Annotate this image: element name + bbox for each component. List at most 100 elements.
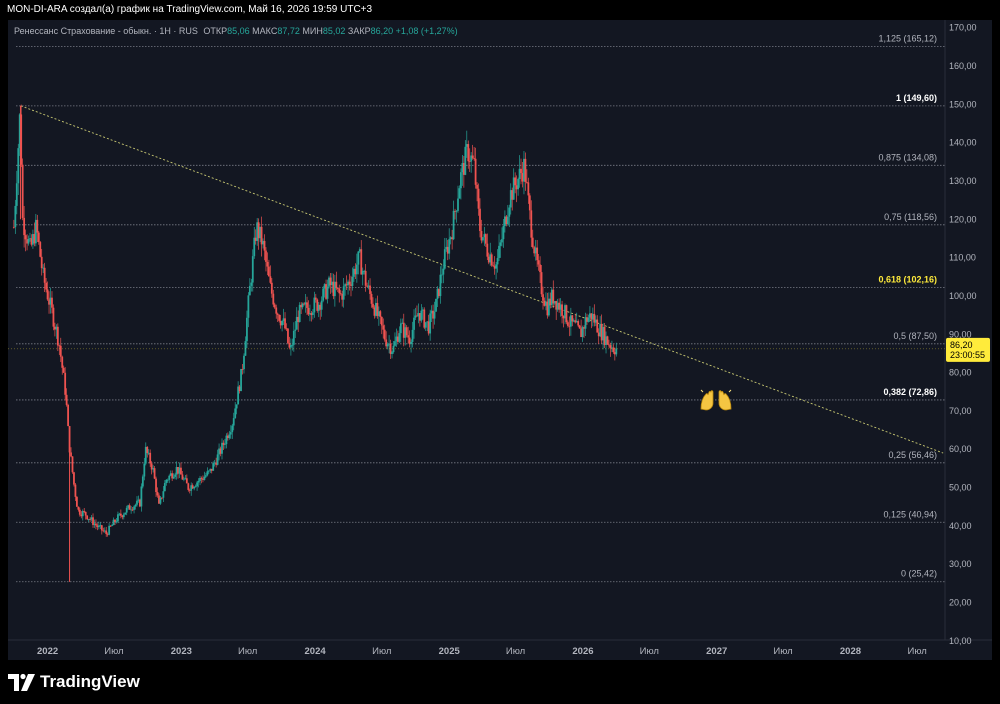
candle-body xyxy=(495,264,498,269)
candle-body xyxy=(150,463,153,470)
candle-body xyxy=(46,289,49,300)
legend-separator: · xyxy=(170,26,179,36)
candle-body xyxy=(395,336,398,342)
candle-body xyxy=(556,302,559,310)
candle-body xyxy=(546,301,549,316)
candle-body xyxy=(74,484,77,497)
candle-body xyxy=(64,372,67,395)
candle-body xyxy=(609,345,612,349)
candle-body xyxy=(350,284,352,286)
candle-body xyxy=(385,339,388,347)
candle-body xyxy=(442,268,445,275)
candle-body xyxy=(137,499,140,501)
footer-bar xyxy=(0,660,1000,704)
candle-body xyxy=(196,482,198,487)
candle-body xyxy=(464,146,467,175)
tradingview-logo[interactable]: TradingView xyxy=(8,671,140,693)
candle-body xyxy=(163,483,166,492)
candle-body xyxy=(314,297,317,300)
candle-body xyxy=(181,474,184,480)
candle-body xyxy=(339,293,342,295)
candle-body xyxy=(396,336,399,342)
y-tick-label: 170,00 xyxy=(949,23,977,33)
candle-body xyxy=(377,311,380,316)
candle-body xyxy=(467,144,470,162)
candle-body xyxy=(342,286,345,300)
candle-body xyxy=(152,468,155,470)
candle-body xyxy=(68,426,71,453)
candle-body xyxy=(288,342,291,348)
y-tick-label: 50,00 xyxy=(949,483,972,493)
candle-body xyxy=(247,295,250,318)
candle-body xyxy=(372,303,374,308)
candle-body xyxy=(222,442,225,445)
chart-area[interactable] xyxy=(8,20,992,660)
candle-body xyxy=(43,267,46,283)
legend-open-value: 85,06 xyxy=(227,26,250,36)
candle-body xyxy=(58,345,61,347)
candle-body xyxy=(506,216,509,225)
candle-body xyxy=(341,294,344,300)
candle-body xyxy=(382,325,385,330)
candle-body xyxy=(473,158,476,159)
fib-level-label: 0,125 (40,94) xyxy=(883,509,937,519)
candle-body xyxy=(605,336,607,345)
candle-body xyxy=(411,329,414,342)
fib-level-label: 0,875 (134,08) xyxy=(878,152,937,162)
candle-body xyxy=(392,345,395,353)
candle-body xyxy=(502,225,505,240)
candle-body xyxy=(62,367,65,373)
candle-body xyxy=(410,341,412,345)
candle-body xyxy=(477,188,480,209)
price-tag-value: 86,20 xyxy=(950,340,973,350)
x-tick-label: 2025 xyxy=(439,646,461,657)
candle-body xyxy=(596,319,599,333)
candle-body xyxy=(496,258,499,265)
candle-body xyxy=(65,394,68,405)
candle-body xyxy=(278,314,281,321)
candle-body xyxy=(251,256,254,283)
tradingview-brand-name: TradingView xyxy=(40,672,140,691)
candle-body xyxy=(136,500,138,505)
candle-body xyxy=(54,326,56,330)
candle-body xyxy=(483,234,486,238)
candle-body xyxy=(177,467,179,474)
candle-body xyxy=(379,311,382,317)
candle-body xyxy=(549,298,552,305)
candle-body xyxy=(168,475,171,480)
candle-body xyxy=(225,435,228,445)
candle-body xyxy=(405,327,408,336)
candle-body xyxy=(92,517,94,525)
legend-symbol: Ренессанс Страхование - обыкн. xyxy=(14,26,152,36)
candle-body xyxy=(262,240,264,245)
candle-body xyxy=(193,487,196,489)
candle-body xyxy=(87,518,90,520)
candle-body xyxy=(360,249,363,275)
candle-body xyxy=(83,510,86,512)
candle-body xyxy=(555,301,558,310)
candle-body xyxy=(213,462,216,464)
candle-body xyxy=(357,251,360,265)
candle-body xyxy=(354,268,357,275)
candle-body xyxy=(435,298,437,312)
x-tick-label: Июл xyxy=(908,646,927,657)
candle-body xyxy=(49,297,52,305)
candle-body xyxy=(125,507,128,513)
candle-body xyxy=(71,456,74,473)
candle-body xyxy=(202,478,204,480)
candle-body xyxy=(594,319,597,323)
candle-body xyxy=(111,525,113,527)
candle-body xyxy=(590,313,593,320)
candle-body xyxy=(358,249,361,252)
candle-body xyxy=(429,313,432,334)
legend-close-value: 86,20 xyxy=(370,26,394,36)
y-tick-label: 100,00 xyxy=(949,291,977,301)
candle-body xyxy=(326,286,329,299)
candle-body xyxy=(423,309,426,328)
candle-body xyxy=(40,256,43,269)
y-tick-label: 110,00 xyxy=(949,253,976,263)
candle-body xyxy=(505,216,508,225)
candle-body xyxy=(194,486,197,488)
candle-body xyxy=(289,345,292,348)
